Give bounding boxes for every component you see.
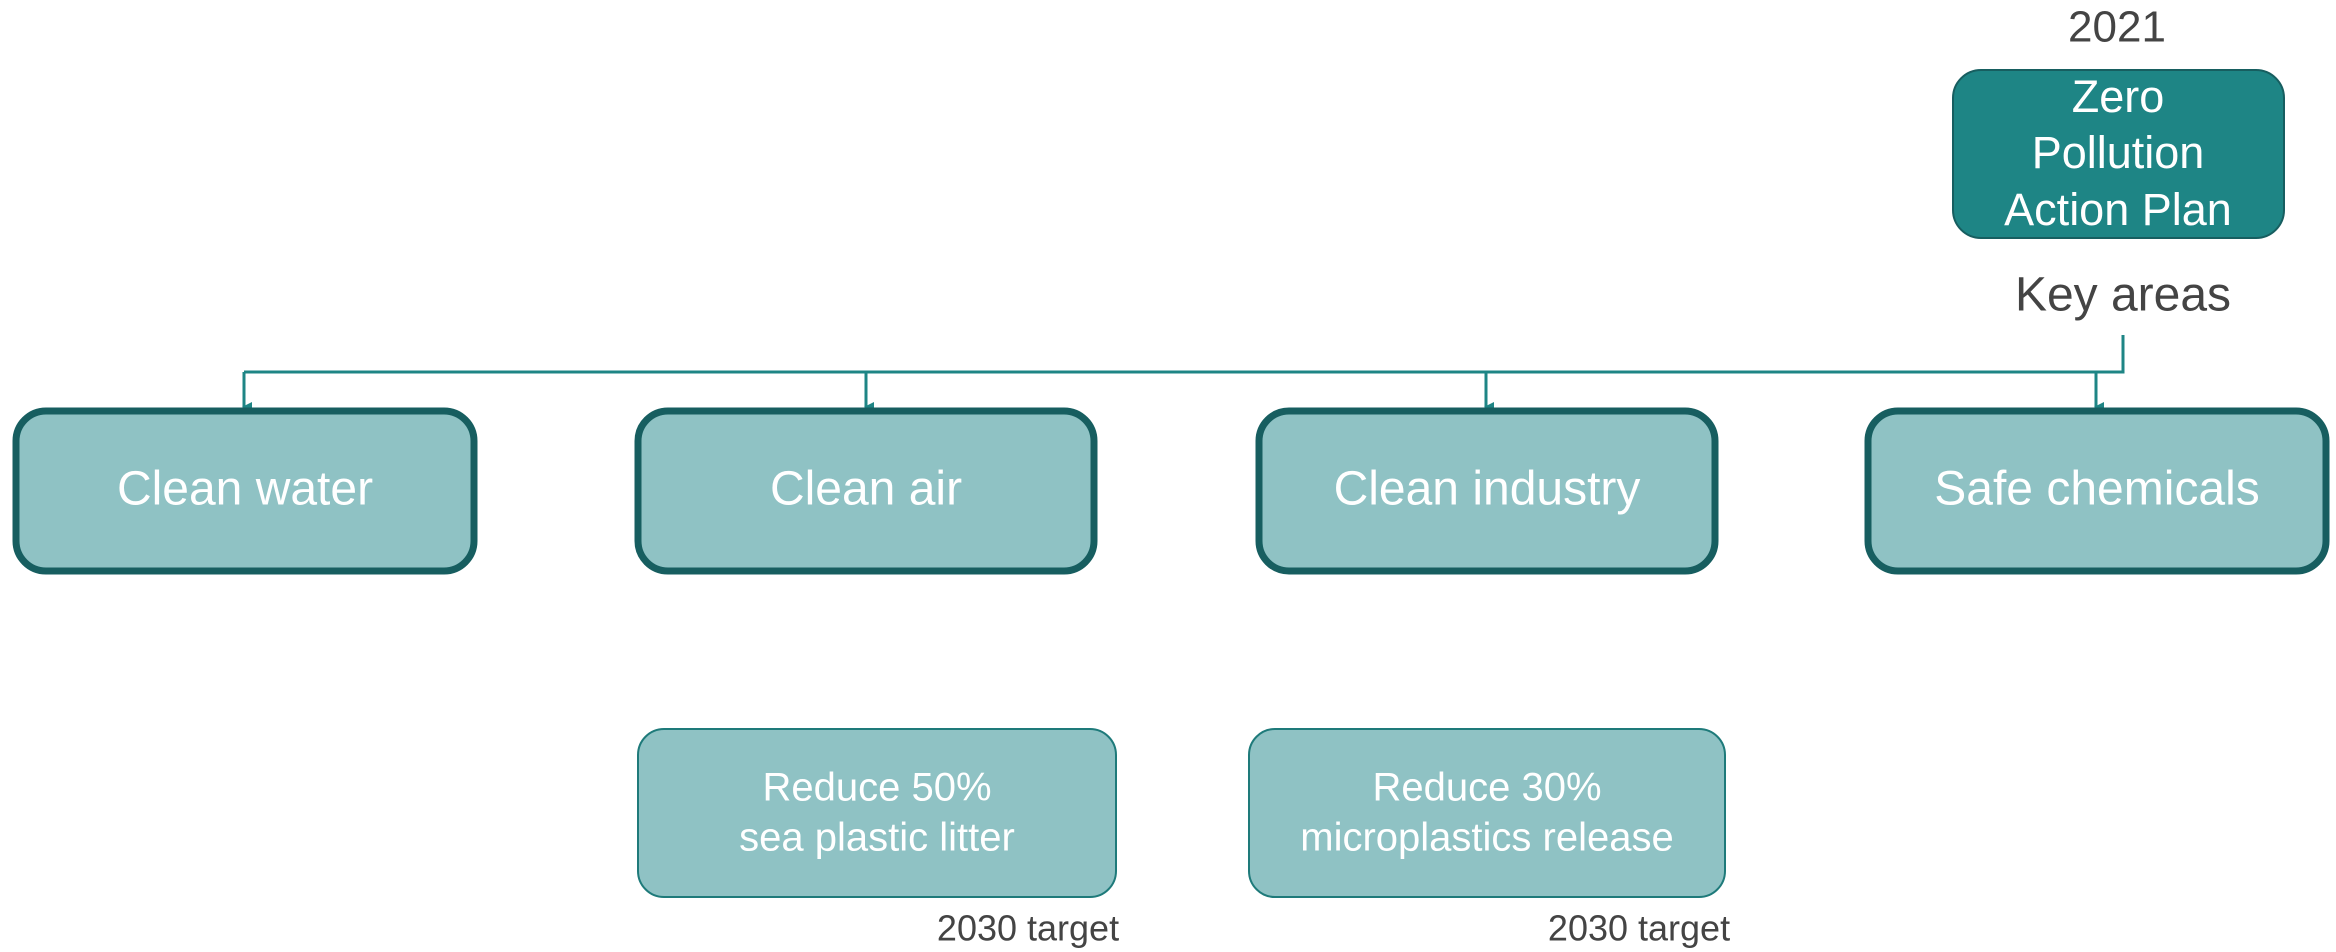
area-label: Clean air — [770, 463, 962, 516]
target-label: Reduce 30% — [1372, 766, 1601, 810]
root-label: Zero — [2072, 71, 2165, 122]
target-label: Reduce 50% — [762, 766, 991, 810]
target-node — [637, 728, 1117, 898]
area-node — [634, 407, 1098, 575]
root-node — [1952, 69, 2285, 239]
area-label: Safe chemicals — [1934, 463, 2259, 516]
area-node — [12, 407, 478, 575]
connector — [244, 335, 2125, 374]
area-label: Clean industry — [1334, 463, 1641, 516]
root-caption: Key areas — [2015, 269, 2231, 322]
year: 2021 — [2068, 3, 2166, 52]
root-label: Pollution — [2032, 127, 2205, 178]
target-note: 2030 target — [1548, 908, 1730, 949]
target-node — [1248, 728, 1726, 898]
target-label: microplastics release — [1300, 816, 1673, 860]
area-node — [1255, 407, 1719, 575]
target-label: sea plastic litter — [739, 816, 1015, 860]
area-label: Clean water — [117, 463, 373, 516]
target-note: 2030 target — [937, 908, 1119, 949]
root-label: Action Plan — [2004, 184, 2232, 235]
area-node — [1864, 407, 2330, 575]
connectors — [242, 335, 2125, 412]
